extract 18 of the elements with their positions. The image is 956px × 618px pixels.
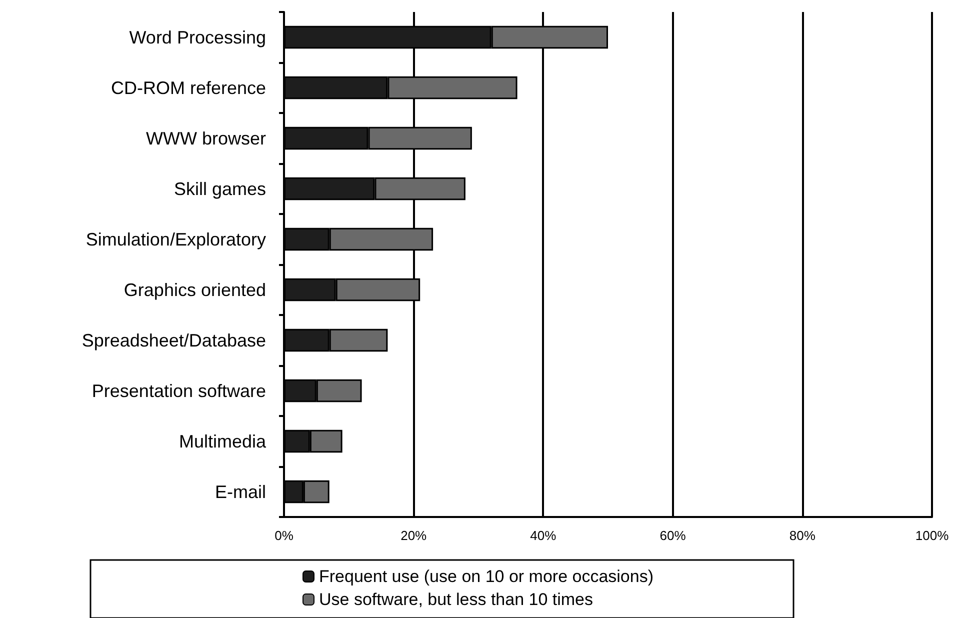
y-tick-label: Graphics oriented bbox=[124, 280, 266, 300]
y-tick-label: Presentation software bbox=[92, 380, 266, 401]
y-tick-label: CD-ROM reference bbox=[110, 78, 266, 98]
x-tick-label: 100% bbox=[915, 528, 950, 543]
y-tick-label: Simulation/Exploratory bbox=[86, 229, 266, 250]
y-tick-label: E-mail bbox=[214, 482, 266, 502]
y-tick-label: Multimedia bbox=[178, 431, 267, 452]
y-tick-label: Skill games bbox=[174, 178, 266, 199]
y-tick-label: Word Processing bbox=[129, 27, 266, 48]
y-tick-label: WWW browser bbox=[146, 128, 266, 148]
legend-label: Frequent use (use on 10 or more occasions) bbox=[319, 567, 654, 586]
x-tick-label: 40% bbox=[530, 528, 557, 543]
x-tick-label: 20% bbox=[400, 528, 428, 543]
x-tick-label: 80% bbox=[789, 528, 816, 543]
y-tick-label: Spreadsheet/Database bbox=[82, 330, 266, 350]
x-tick-label: 0% bbox=[274, 528, 294, 543]
legend-label: Use software, but less than 10 times bbox=[319, 590, 594, 609]
x-tick-label: 60% bbox=[660, 528, 686, 543]
